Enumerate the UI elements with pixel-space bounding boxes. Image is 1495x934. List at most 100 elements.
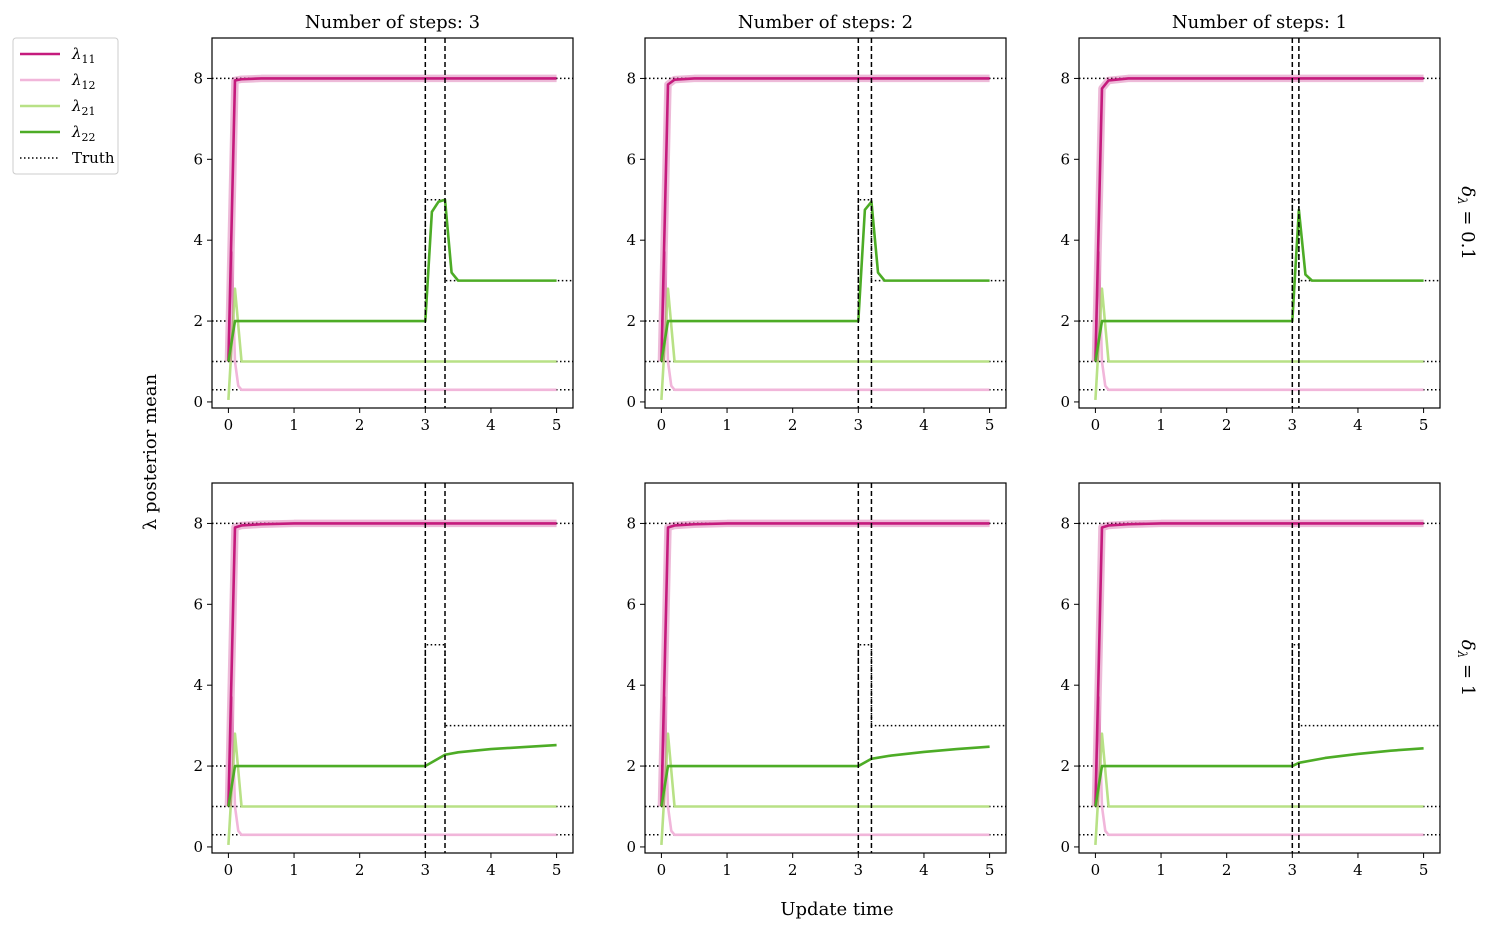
series-line-λ21 [227,732,557,845]
y-tick-label: 8 [626,514,636,532]
y-tick-label: 8 [193,69,203,87]
y-tick-label: 2 [626,312,636,330]
series-band-λ11 [1091,74,1424,362]
y-tick-label: 8 [193,514,203,532]
plot-area [1079,38,1440,408]
truth-line-3 [1079,198,1440,322]
series-line-λ22 [227,743,557,807]
legend-item-1: λ12 [20,71,96,92]
panel-r0-c0: 0 1 2 3 4 5 0 2 4 6 8 Number of steps: 3 [193,12,574,434]
x-tick-label: 5 [552,861,562,879]
x-tick-label: 5 [985,416,995,434]
series-band-λ11 [657,74,990,362]
series-line-λ11 [1094,77,1424,362]
axes-frame [211,482,574,854]
x-tick-label: 4 [919,861,929,879]
y-tick-label: 2 [626,757,636,775]
y-tick-label: 6 [193,150,203,168]
x-tick-label: 3 [854,861,864,879]
plot-area [212,483,573,853]
x-tick-label: 0 [224,416,234,434]
series-line-λ22 [660,200,990,362]
series-line-λ21 [1094,287,1424,400]
x-tick-label: 0 [657,861,667,879]
series-line-λ11 [660,77,990,362]
x-tick-label: 1 [1156,416,1166,434]
x-tick-label: 2 [355,861,365,879]
y-tick-label: 0 [1060,393,1070,411]
x-tick-label: 5 [552,416,562,434]
y-tick-label: 0 [193,838,203,856]
x-tick-label: 4 [919,416,929,434]
axes-frame [1078,482,1441,854]
plot-area [1079,483,1440,853]
y-tick-label: 4 [193,231,203,249]
y-tick-label: 6 [626,595,636,613]
y-axis-label: λ posterior mean [140,374,161,531]
truth-line-3 [212,643,573,767]
legend-label: λ22 [71,123,96,144]
x-tick-label: 1 [289,416,299,434]
truth-line-3 [645,198,1006,322]
row-labels: δλ = 0.1 δλ = 1 [1455,186,1478,696]
y-tick-label: 4 [1060,231,1070,249]
row-label-1: δλ = 1 [1455,640,1478,696]
x-tick-label: 2 [788,416,798,434]
x-tick-label: 2 [1222,416,1232,434]
axes-frame [644,482,1007,854]
y-tick-label: 4 [193,676,203,694]
axes-frame [211,37,574,409]
truth-line-3 [645,643,1006,767]
x-tick-label: 4 [1353,861,1363,879]
y-tick-label: 0 [1060,838,1070,856]
legend: λ11 λ12 λ21 λ22 Truth [12,37,119,175]
y-tick-label: 0 [626,838,636,856]
x-tick-label: 5 [985,861,995,879]
y-tick-label: 4 [1060,676,1070,694]
x-tick-label: 4 [486,861,496,879]
panels: 0 1 2 3 4 5 0 2 4 6 8 Number of steps: 3 0 1 2 3 4 5 0 2 4 6 8… [193,12,1441,879]
series-line-λ21 [1094,732,1424,845]
series-line-λ11 [227,77,557,362]
x-tick-label: 3 [421,861,431,879]
y-tick-label: 8 [1060,69,1070,87]
series-band-λ11 [657,519,990,807]
y-tick-label: 0 [626,393,636,411]
axes-frame [1078,37,1441,409]
row-label-0: δλ = 0.1 [1455,186,1478,260]
series-band-λ11 [224,519,557,807]
series-line-λ11 [1094,522,1424,807]
x-tick-label: 4 [486,416,496,434]
series-band-λ11 [1091,519,1424,807]
y-tick-label: 2 [193,757,203,775]
x-tick-label: 1 [1156,861,1166,879]
x-tick-label: 3 [854,416,864,434]
x-tick-label: 1 [289,861,299,879]
legend-box [12,37,119,175]
series-line-λ22 [1094,208,1424,362]
truth-line-3 [1079,643,1440,767]
panel-r0-c1: 0 1 2 3 4 5 0 2 4 6 8 Number of steps: 2 [626,12,1007,434]
y-tick-label: 4 [626,676,636,694]
x-tick-label: 5 [1419,416,1429,434]
series-line-λ12 [227,696,557,837]
series-band-λ11 [224,74,557,362]
series-line-λ12 [660,251,990,392]
x-tick-label: 0 [657,416,667,434]
x-tick-label: 3 [1288,861,1298,879]
x-axis-label: Update time [780,899,893,920]
legend-label: λ12 [71,71,96,92]
legend-item-0: λ11 [20,45,96,66]
x-tick-label: 3 [421,416,431,434]
axes-frame [644,37,1007,409]
panel-r0-c2: 0 1 2 3 4 5 0 2 4 6 8 Number of steps: 1 [1060,12,1441,434]
series-line-λ21 [227,287,557,400]
legend-item-4: Truth [20,149,115,167]
series-line-λ12 [660,696,990,837]
y-tick-label: 6 [1060,595,1070,613]
series-line-λ12 [1094,251,1424,392]
series-line-λ22 [227,198,557,362]
y-tick-label: 6 [1060,150,1070,168]
x-tick-label: 0 [224,861,234,879]
